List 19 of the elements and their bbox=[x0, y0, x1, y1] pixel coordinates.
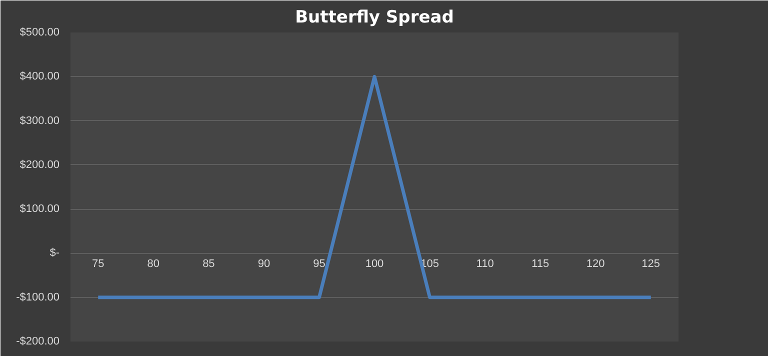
y-tick-label: $- bbox=[50, 247, 60, 260]
y-tick-label: $500.00 bbox=[20, 26, 60, 38]
y-tick-label: -$100.00 bbox=[16, 291, 60, 304]
y-tick-label: $200.00 bbox=[20, 158, 60, 171]
y-tick-label: -$200.00 bbox=[16, 336, 60, 348]
chart-title: Butterfly Spread bbox=[295, 8, 454, 28]
x-tick-label: 75 bbox=[92, 258, 104, 270]
y-tick-label: $100.00 bbox=[20, 203, 60, 216]
x-tick-label: 85 bbox=[202, 258, 215, 270]
x-tick-label: 95 bbox=[313, 258, 326, 270]
x-tick-label: 90 bbox=[258, 258, 270, 270]
x-tick-label: 110 bbox=[476, 258, 494, 270]
y-tick-label: $400.00 bbox=[20, 70, 60, 83]
x-tick-label: 125 bbox=[642, 258, 660, 270]
y-tick-label: $300.00 bbox=[20, 114, 60, 127]
x-tick-label: 115 bbox=[532, 258, 550, 270]
x-tick-label: 120 bbox=[586, 258, 605, 270]
x-tick-label: 80 bbox=[147, 258, 160, 270]
x-tick-label: 100 bbox=[365, 258, 384, 270]
